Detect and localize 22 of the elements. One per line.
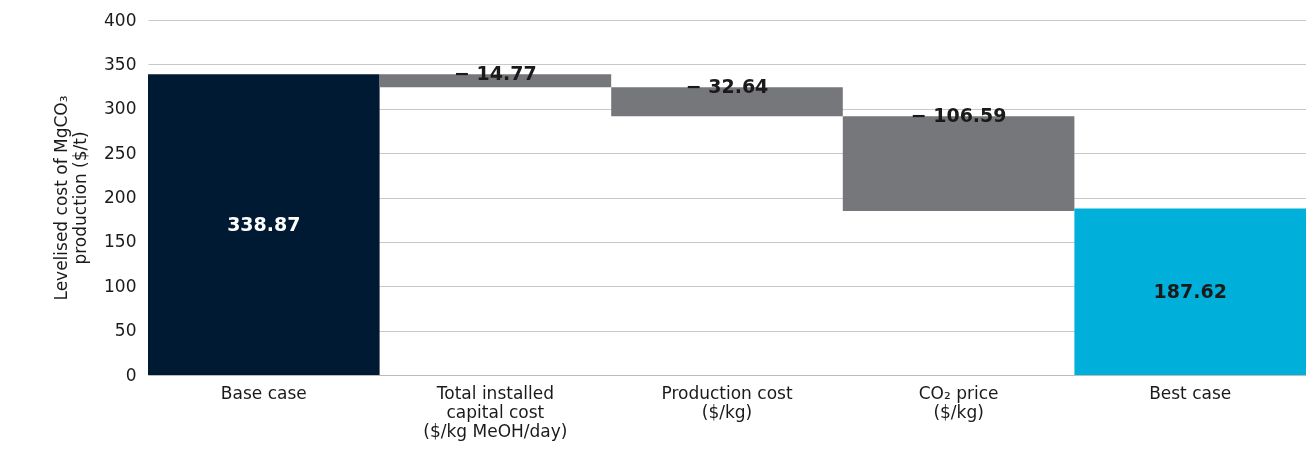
data-label: 187.62: [1153, 279, 1227, 302]
data-label: 338.87: [227, 212, 301, 235]
y-tick-label: 100: [104, 275, 137, 296]
y-tick-label: 300: [104, 98, 137, 119]
x-tick-label: Total installed capital cost ($/kg MeOH/day): [423, 382, 568, 441]
y-axis-title: Levelised cost of MgCO₃ production ($/t): [51, 95, 91, 301]
y-tick-label: 0: [125, 364, 137, 385]
data-label: − 106.59: [910, 104, 1007, 127]
data-label: − 32.64: [685, 75, 769, 98]
bar: [148, 74, 380, 375]
x-tick-label: Best case: [1149, 382, 1232, 403]
x-tick-label: CO₂ price ($/kg): [918, 382, 999, 422]
y-tick-label: 250: [104, 142, 137, 163]
y-tick-label: 350: [104, 53, 137, 74]
y-tick-label: 150: [104, 231, 137, 252]
y-tick-label: 200: [104, 187, 137, 207]
y-tick-label: 50: [114, 320, 137, 341]
x-tick-label: Base case: [220, 382, 307, 403]
y-tick-label: 400: [104, 9, 137, 30]
data-label: − 14.77: [454, 62, 537, 85]
bar: [1074, 208, 1306, 375]
x-tick-label: Production cost ($/kg): [661, 382, 793, 422]
